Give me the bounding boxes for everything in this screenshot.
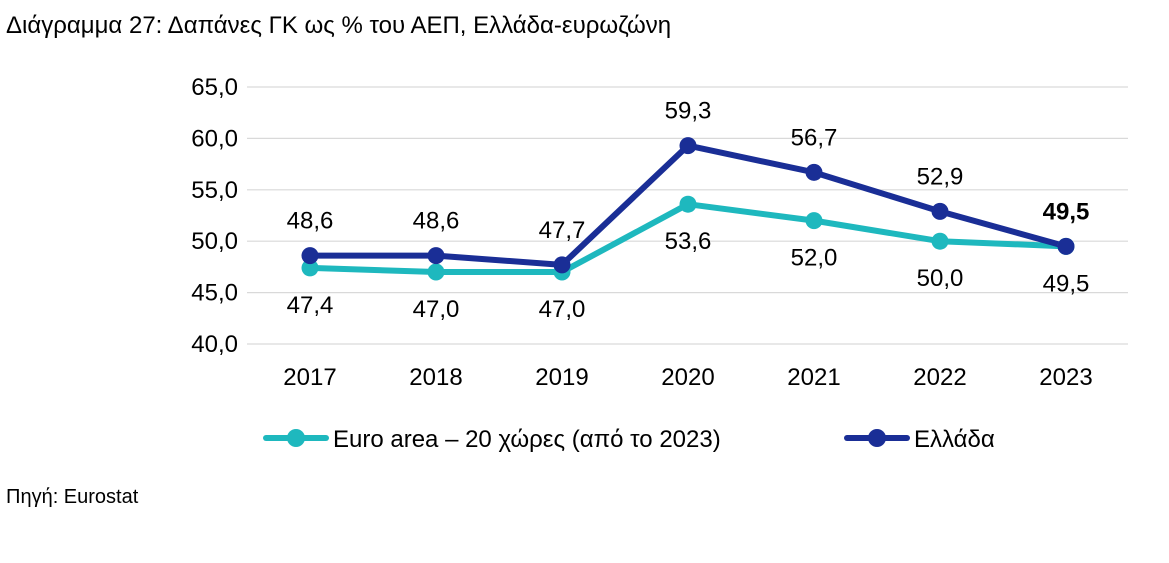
data-label: 48,6 (287, 208, 334, 235)
x-tick-label: 2019 (535, 364, 588, 391)
data-label: 50,0 (917, 265, 964, 292)
data-label: 47,0 (539, 296, 586, 323)
legend: Euro area – 20 χώρες (από το 2023) Ελλάδα (263, 426, 995, 453)
data-labels: 47,4 47,0 47,0 53,6 52,0 50,0 49,5 48,6 48,6 47,7… (287, 98, 1090, 323)
y-tick-label: 65,0 (191, 74, 238, 101)
data-label: 47,4 (287, 292, 334, 319)
data-point (805, 212, 823, 230)
data-label: 53,6 (665, 228, 712, 255)
data-label: 52,0 (791, 245, 838, 272)
data-point (301, 259, 319, 277)
data-point (931, 232, 949, 250)
data-point (427, 247, 445, 265)
data-point (553, 256, 571, 274)
y-tick-label: 45,0 (191, 280, 238, 307)
x-axis-ticks: 2017 2018 2019 2020 2021 2022 2023 (283, 364, 1092, 391)
data-label: 47,7 (539, 217, 586, 244)
legend-label: Ελλάδα (914, 426, 995, 453)
data-label: 59,3 (665, 98, 712, 125)
y-axis-ticks: 40,0 45,0 50,0 55,0 60,0 65,0 (191, 74, 238, 358)
series-points (301, 137, 1075, 281)
data-point (301, 247, 319, 265)
y-tick-label: 60,0 (191, 125, 238, 152)
data-point (931, 202, 949, 220)
legend-swatch-marker (287, 429, 305, 447)
data-point (805, 163, 823, 181)
gridlines (247, 86, 1128, 345)
data-point (679, 195, 697, 213)
source-note: Πηγή: Eurostat (6, 486, 139, 508)
y-tick-label: 40,0 (191, 331, 238, 358)
data-point (679, 137, 697, 155)
legend-label: Euro area – 20 χώρες (από το 2023) (333, 426, 721, 453)
x-tick-label: 2018 (409, 364, 462, 391)
legend-swatch-marker (868, 429, 886, 447)
y-tick-label: 50,0 (191, 228, 238, 255)
x-tick-label: 2017 (283, 364, 336, 391)
data-label: 49,5 (1043, 270, 1090, 297)
x-tick-label: 2022 (913, 364, 966, 391)
x-tick-label: 2023 (1039, 364, 1092, 391)
y-tick-label: 55,0 (191, 177, 238, 204)
x-tick-label: 2020 (661, 364, 714, 391)
data-label: 49,5 (1043, 198, 1090, 225)
data-label: 56,7 (791, 124, 838, 151)
x-tick-label: 2021 (787, 364, 840, 391)
chart-title: Διάγραμμα 27: Δαπάνες ΓΚ ως % του ΑΕΠ, Ε… (6, 12, 672, 39)
data-point (1057, 237, 1075, 255)
data-label: 47,0 (413, 296, 460, 323)
data-point (427, 263, 445, 281)
data-label: 48,6 (413, 208, 460, 235)
data-label: 52,9 (917, 163, 964, 190)
